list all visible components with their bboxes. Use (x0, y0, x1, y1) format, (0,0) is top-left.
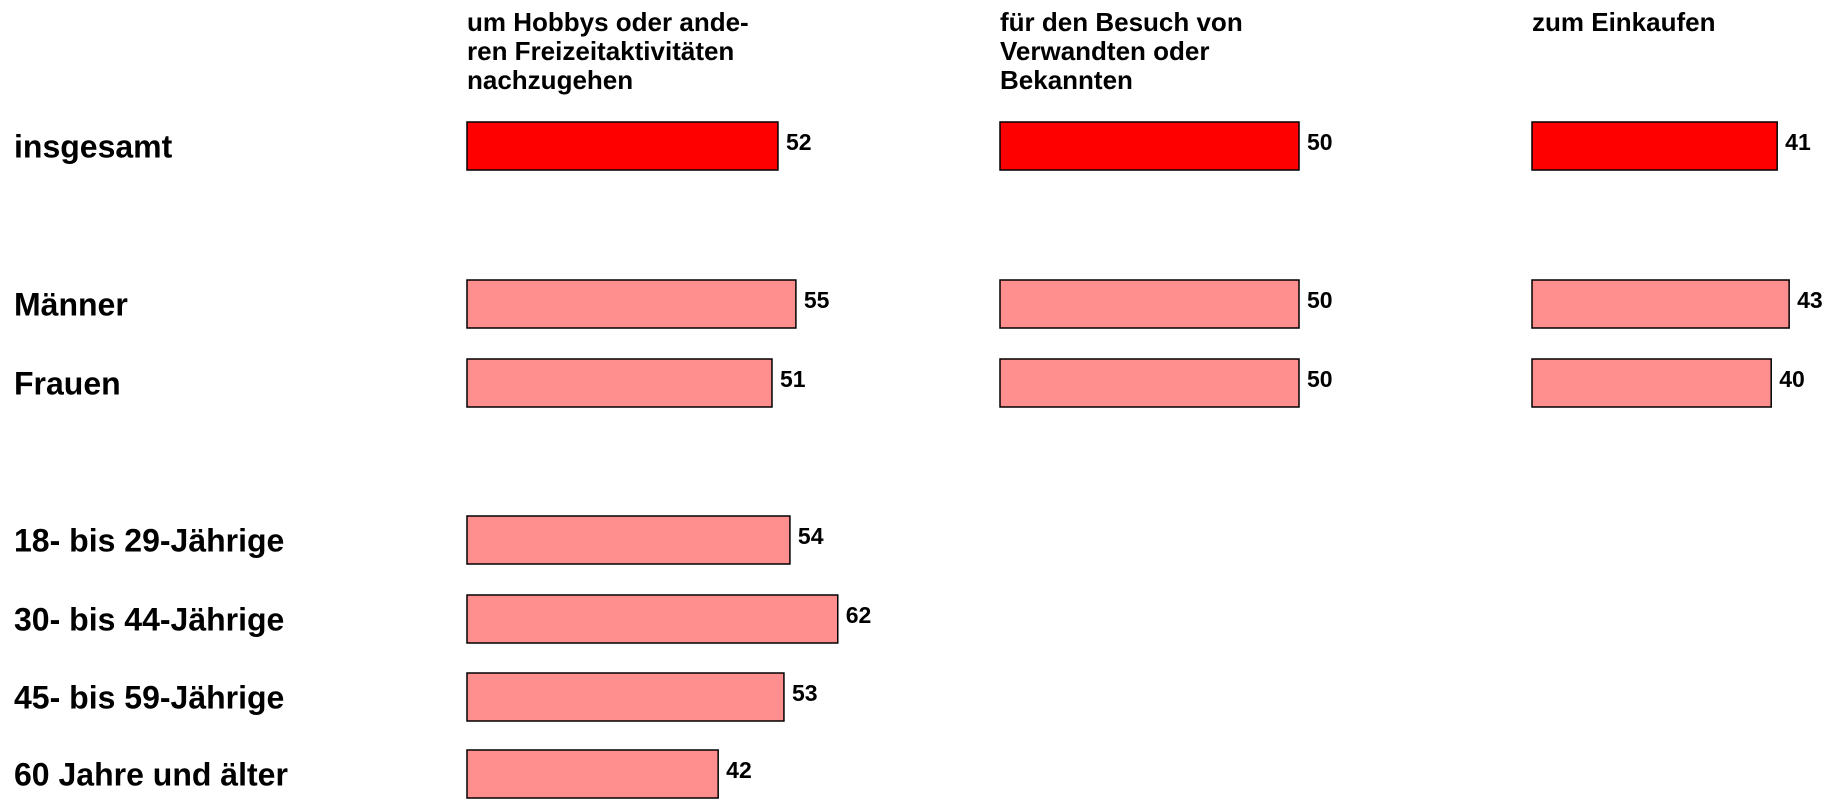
value-label: 50 (1307, 287, 1333, 313)
value-label: 54 (798, 523, 824, 549)
row-label: 30- bis 44-Jährige (14, 601, 284, 637)
value-label: 42 (726, 757, 752, 783)
bar (1531, 121, 1778, 171)
bar (466, 594, 839, 644)
bar (999, 279, 1300, 329)
value-label: 55 (804, 287, 830, 313)
row-label: 45- bis 59-Jährige (14, 679, 284, 715)
bar (466, 358, 773, 408)
bar (466, 121, 779, 171)
bar (466, 672, 785, 722)
bar (999, 121, 1300, 171)
value-label: 50 (1307, 129, 1333, 155)
bar (999, 358, 1300, 408)
bar (466, 749, 719, 799)
value-label: 53 (792, 680, 818, 706)
value-label: 40 (1779, 366, 1805, 392)
column-header: für den Besuch von Verwandten oder Bekan… (1000, 7, 1243, 95)
row-label: Männer (14, 286, 128, 322)
row-label: 18- bis 29-Jährige (14, 522, 284, 558)
value-label: 43 (1797, 287, 1823, 313)
row-label: Frauen (14, 365, 121, 401)
value-label: 51 (780, 366, 806, 392)
bar (466, 279, 797, 329)
bar (1531, 279, 1790, 329)
column-header: um Hobbys oder ande- ren Freizeitaktivit… (467, 7, 749, 95)
value-label: 52 (786, 129, 812, 155)
column-header: zum Einkaufen (1532, 7, 1716, 37)
row-label: insgesamt (14, 128, 173, 164)
value-label: 41 (1785, 129, 1811, 155)
value-label: 62 (846, 602, 872, 628)
value-label: 50 (1307, 366, 1333, 392)
bar (466, 515, 791, 565)
row-label: 60 Jahre und älter (14, 756, 288, 792)
bar (1531, 358, 1772, 408)
